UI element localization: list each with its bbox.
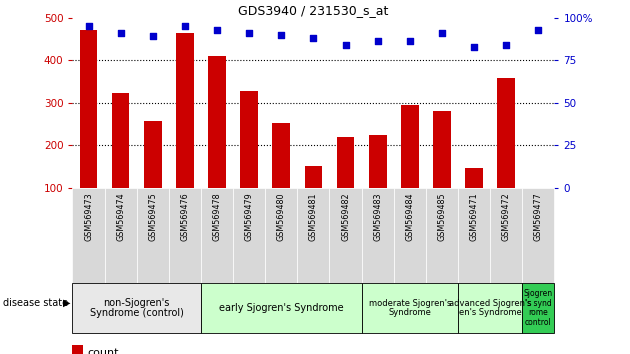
Point [308, 35, 318, 41]
Title: GDS3940 / 231530_s_at: GDS3940 / 231530_s_at [238, 4, 389, 17]
Bar [433, 111, 451, 188]
Point [276, 32, 286, 38]
Text: GSM569480: GSM569480 [277, 193, 286, 241]
Bar [426, 188, 458, 283]
Text: non-Sjogren's
Syndrome (control): non-Sjogren's Syndrome (control) [89, 298, 184, 318]
Point [340, 42, 350, 48]
Bar [522, 283, 554, 333]
Bar [458, 188, 490, 283]
Bar [79, 30, 98, 188]
Bar [401, 105, 419, 188]
Text: GSM569474: GSM569474 [116, 193, 125, 241]
Bar [336, 137, 355, 188]
Point [83, 23, 94, 29]
Bar [176, 33, 194, 188]
Bar [529, 188, 547, 230]
Bar [169, 188, 201, 283]
Bar [72, 188, 105, 283]
Text: disease state: disease state [3, 298, 68, 308]
Bar [362, 283, 458, 333]
Point [501, 42, 511, 48]
Point [147, 34, 158, 39]
Point [404, 39, 415, 44]
Text: GSM569477: GSM569477 [534, 193, 543, 241]
Bar [240, 91, 258, 188]
Point [244, 30, 254, 36]
Bar [201, 188, 233, 283]
Bar [272, 123, 290, 188]
Bar [265, 188, 297, 283]
Bar [458, 283, 522, 333]
Point [533, 27, 543, 33]
Point [372, 39, 382, 44]
Bar [105, 188, 137, 283]
Point [116, 30, 126, 36]
Text: early Sjogren's Syndrome: early Sjogren's Syndrome [219, 303, 343, 313]
Bar [362, 188, 394, 283]
Text: GSM569485: GSM569485 [437, 193, 447, 241]
Bar [208, 56, 226, 188]
Text: GSM569473: GSM569473 [84, 193, 93, 241]
Text: GSM569484: GSM569484 [405, 193, 415, 241]
Text: Sjogren
's synd
rome
control: Sjogren 's synd rome control [524, 289, 553, 327]
Bar [137, 188, 169, 283]
Text: GSM569483: GSM569483 [373, 193, 382, 241]
Text: GSM569482: GSM569482 [341, 193, 350, 241]
Bar [72, 345, 83, 354]
Bar [394, 188, 426, 283]
Bar [201, 283, 362, 333]
Text: GSM569475: GSM569475 [148, 193, 158, 241]
Bar [72, 283, 201, 333]
Text: GSM569471: GSM569471 [469, 193, 479, 241]
Text: moderate Sjogren's
Syndrome: moderate Sjogren's Syndrome [369, 299, 451, 317]
Bar [233, 188, 265, 283]
Text: GSM569478: GSM569478 [212, 193, 222, 241]
Bar [497, 78, 515, 188]
Point [180, 23, 190, 29]
Bar [297, 188, 329, 283]
Bar [369, 135, 387, 188]
Bar [112, 93, 130, 188]
Text: GSM569481: GSM569481 [309, 193, 318, 241]
Text: ▶: ▶ [63, 298, 71, 308]
Bar [490, 188, 522, 283]
Bar [465, 168, 483, 188]
Text: advanced Sjogren's
en's Syndrome: advanced Sjogren's en's Syndrome [449, 299, 532, 317]
Text: GSM569479: GSM569479 [244, 193, 254, 241]
Text: GSM569472: GSM569472 [501, 193, 511, 241]
Point [469, 44, 479, 50]
Text: count: count [88, 348, 119, 354]
Point [212, 27, 222, 33]
Point [437, 30, 447, 36]
Bar [522, 188, 554, 283]
Text: GSM569476: GSM569476 [180, 193, 190, 241]
Bar [304, 166, 323, 188]
Bar [144, 120, 162, 188]
Bar [329, 188, 362, 283]
